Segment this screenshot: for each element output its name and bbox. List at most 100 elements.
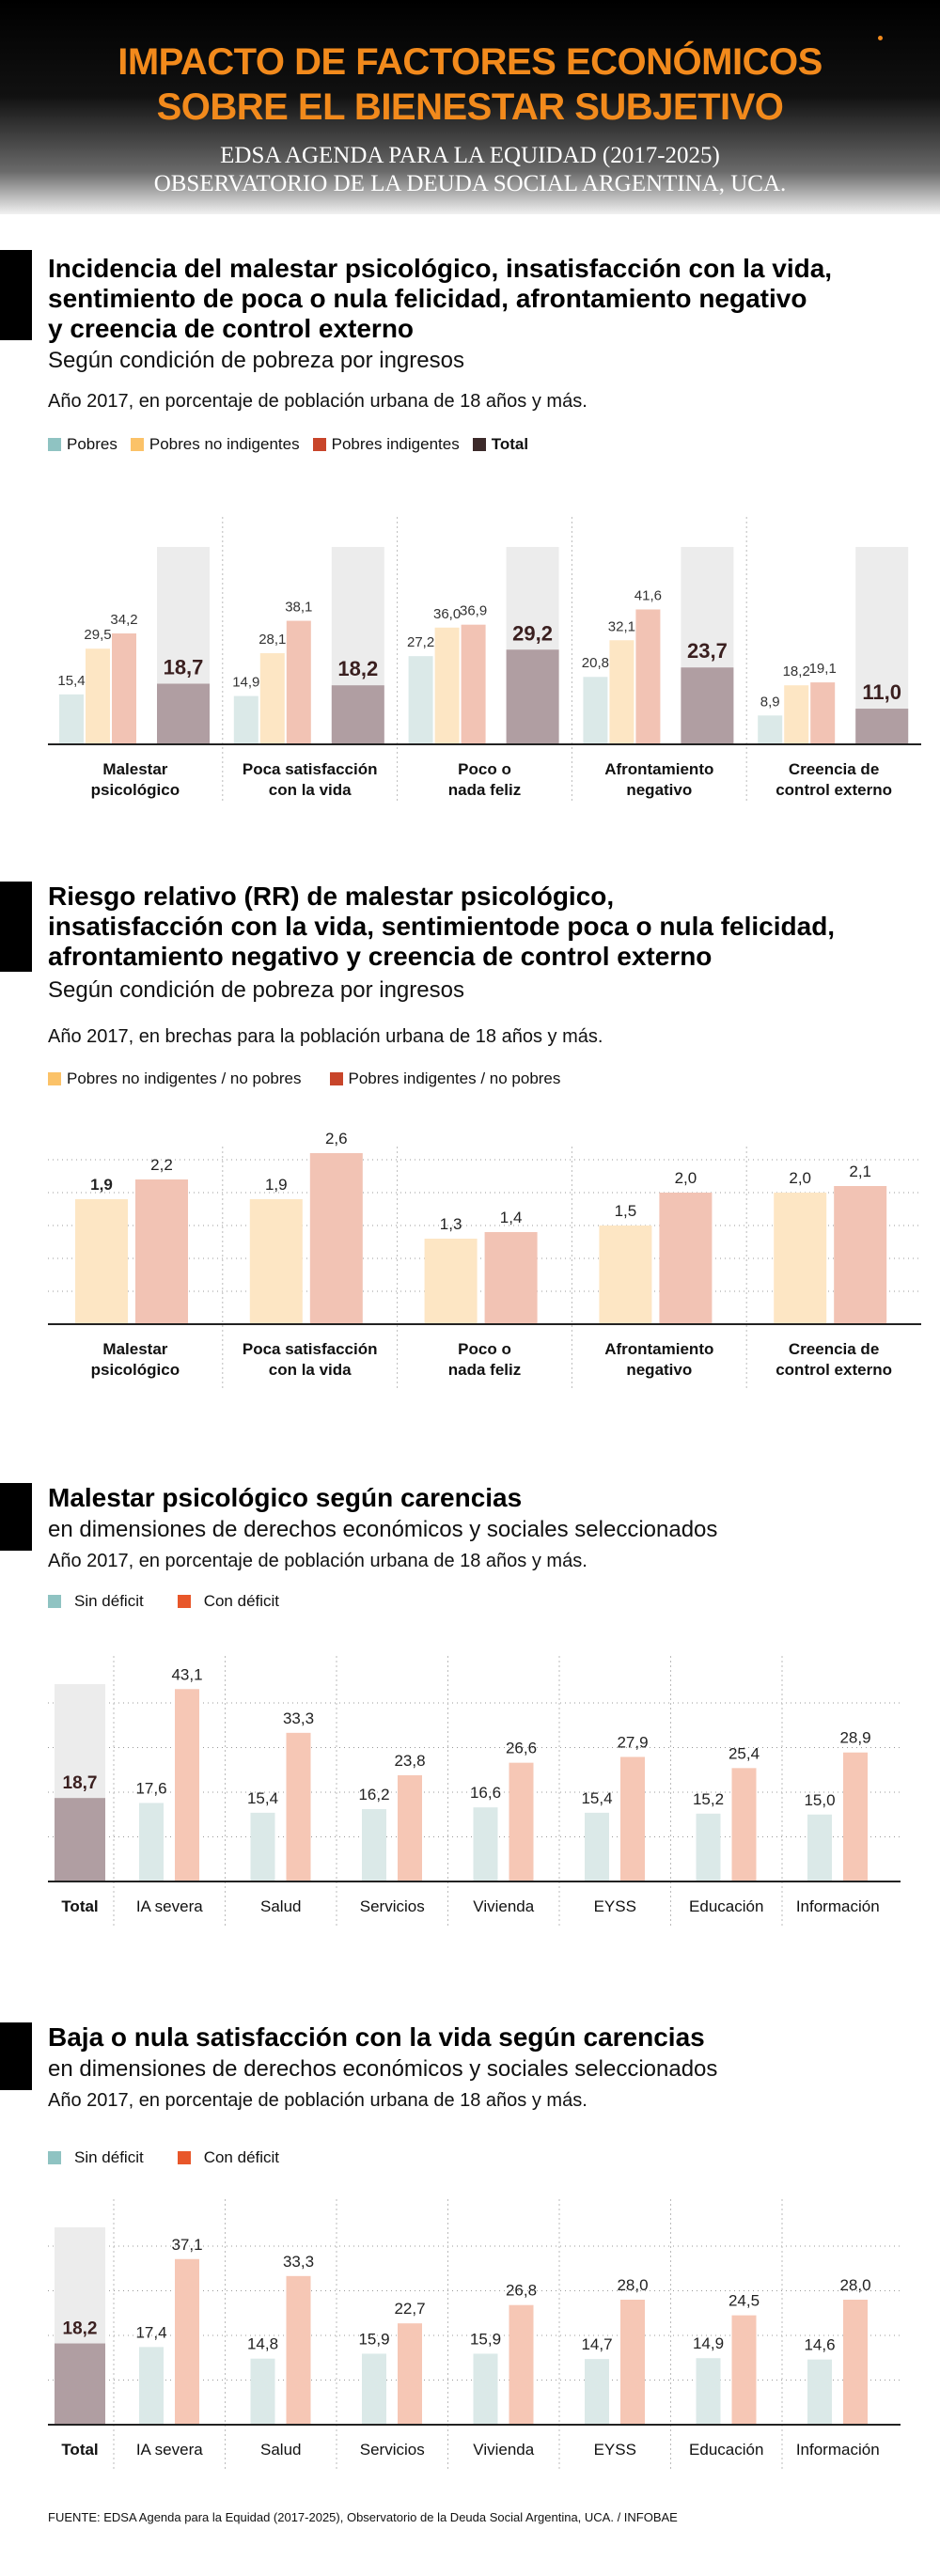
bar xyxy=(585,2359,609,2425)
legend-label: Sin déficit xyxy=(74,2148,144,2166)
category-label: Vivienda xyxy=(473,1897,534,1915)
category-label: Servicios xyxy=(360,1897,425,1915)
bar xyxy=(620,1756,645,1881)
data-label: 15,4 xyxy=(57,673,85,689)
data-label: 15,4 xyxy=(581,1789,612,1807)
bar xyxy=(599,1226,652,1324)
legend-item: Sin déficit xyxy=(48,2148,144,2167)
legend-item: Sin déficit xyxy=(48,1592,144,1611)
data-label: 34,2 xyxy=(110,612,137,628)
category-label: EYSS xyxy=(594,2441,636,2459)
data-label: 1,4 xyxy=(500,1209,523,1226)
bar xyxy=(309,1153,363,1324)
data-label: 38,1 xyxy=(285,600,312,616)
bar xyxy=(424,1239,478,1324)
bar xyxy=(583,677,608,744)
data-label: 16,2 xyxy=(358,1786,389,1803)
bar xyxy=(509,1762,534,1881)
legend-swatch xyxy=(48,1595,61,1608)
category-label: IA severa xyxy=(136,1897,203,1915)
data-label: 25,4 xyxy=(728,1744,760,1762)
bar xyxy=(509,2304,534,2425)
bar xyxy=(112,633,136,744)
bar xyxy=(609,640,634,744)
bar xyxy=(696,1813,721,1881)
bar xyxy=(75,1199,128,1324)
category-label: con la vida xyxy=(269,781,352,799)
data-label: 1,9 xyxy=(90,1176,113,1194)
data-label: 28,0 xyxy=(617,2276,648,2294)
data-label: 24,5 xyxy=(728,2292,760,2310)
main-title-line1: IMPACTO DE FACTORES ECONÓMICOS xyxy=(118,41,822,83)
bar xyxy=(473,2353,498,2425)
bar xyxy=(807,2359,832,2425)
section4-note: Año 2017, en porcentaje de población urb… xyxy=(48,2090,588,2111)
data-label: 8,9 xyxy=(760,694,780,710)
category-label: Total xyxy=(61,1897,98,1915)
data-label: 19,1 xyxy=(809,661,837,677)
section4-subtitle: en dimensiones de derechos económicos y … xyxy=(48,2056,718,2082)
legend-label: Pobres indigentes / no pobres xyxy=(348,1069,561,1087)
section2-title-line3: afrontamiento negativo y creencia de con… xyxy=(48,942,713,971)
category-label: Educación xyxy=(689,1897,763,1915)
total-label: 18,2 xyxy=(337,657,378,680)
data-label: 29,5 xyxy=(84,627,111,643)
data-label: 15,9 xyxy=(358,2330,389,2348)
section3-subtitle: en dimensiones de derechos económicos y … xyxy=(48,1517,718,1542)
legend-item: Pobres xyxy=(48,435,118,454)
legend-swatch xyxy=(48,2151,61,2164)
chart-riesgo-relativo: 1,9 2,2 Malestar psicológico 1,9 2,6 Poca sati… xyxy=(48,1130,921,1391)
bar xyxy=(659,1193,713,1324)
bar xyxy=(362,1809,386,1881)
total-bar xyxy=(157,683,210,744)
data-label: 17,6 xyxy=(135,1779,166,1797)
legend-label: Con déficit xyxy=(203,1592,280,1610)
bar xyxy=(259,653,285,744)
legend-label: Pobres no indigentes / no pobres xyxy=(67,1069,302,1087)
legend-label: Total xyxy=(491,435,529,453)
data-label: 20,8 xyxy=(582,655,609,671)
section2-title-line2: insatisfacción con la vida, sentimientod… xyxy=(48,912,836,941)
chart-incidencia: 15,4 29,534,2 18,7 Malestar psicológico 14,9 2… xyxy=(48,517,921,804)
total-label: 11,0 xyxy=(862,680,901,704)
category-label: Poco o xyxy=(458,760,511,778)
bar xyxy=(286,620,311,744)
bar xyxy=(774,1193,827,1324)
data-label: 14,9 xyxy=(693,2334,724,2352)
data-label: 32,1 xyxy=(608,618,635,634)
section-marker xyxy=(0,882,32,972)
source-footer: FUENTE: EDSA Agenda para la Equidad (201… xyxy=(48,2510,678,2524)
data-label: 27,2 xyxy=(407,634,434,650)
bar xyxy=(175,2258,199,2425)
subtitle-line1: EDSA AGENDA PARA LA EQUIDAD (2017-2025) xyxy=(220,143,720,168)
data-label: 23,8 xyxy=(394,1752,425,1770)
bar xyxy=(620,2300,645,2425)
category-label: Creencia de xyxy=(789,1340,879,1358)
section4-legend: Sin déficit Con déficit xyxy=(48,2148,292,2167)
category-label: Creencia de xyxy=(789,760,879,778)
data-label: 14,8 xyxy=(247,2335,278,2353)
legend-swatch xyxy=(329,1072,343,1085)
bar xyxy=(86,648,110,744)
bar xyxy=(249,1199,303,1324)
legend-swatch xyxy=(130,438,144,451)
section1-legend: Pobres Pobres no indigentes Pobres indig… xyxy=(48,435,541,454)
header-banner: IMPACTO DE FACTORES ECONÓMICOS SOBRE EL … xyxy=(0,0,940,214)
data-label: 33,3 xyxy=(283,1710,314,1727)
category-label: con la vida xyxy=(269,1361,352,1379)
legend-swatch xyxy=(177,1595,191,1608)
bar xyxy=(731,2315,757,2425)
data-label: 37,1 xyxy=(171,2236,202,2254)
section3-title: Malestar psicológico según carencias xyxy=(48,1483,523,1512)
legend-label: Pobres xyxy=(67,435,118,453)
legend-label: Con déficit xyxy=(203,2148,280,2166)
category-label: negativo xyxy=(626,781,692,799)
section3-note: Año 2017, en porcentaje de población urb… xyxy=(48,1551,588,1571)
decorative-dot xyxy=(878,36,883,40)
category-label: Información xyxy=(796,2441,880,2459)
category-label: Malestar xyxy=(102,760,167,778)
category-label: Afrontamiento xyxy=(604,1340,713,1358)
legend-item: Con déficit xyxy=(177,1592,280,1611)
category-label: Total xyxy=(61,2441,98,2459)
total-label: 18,7 xyxy=(164,655,204,679)
